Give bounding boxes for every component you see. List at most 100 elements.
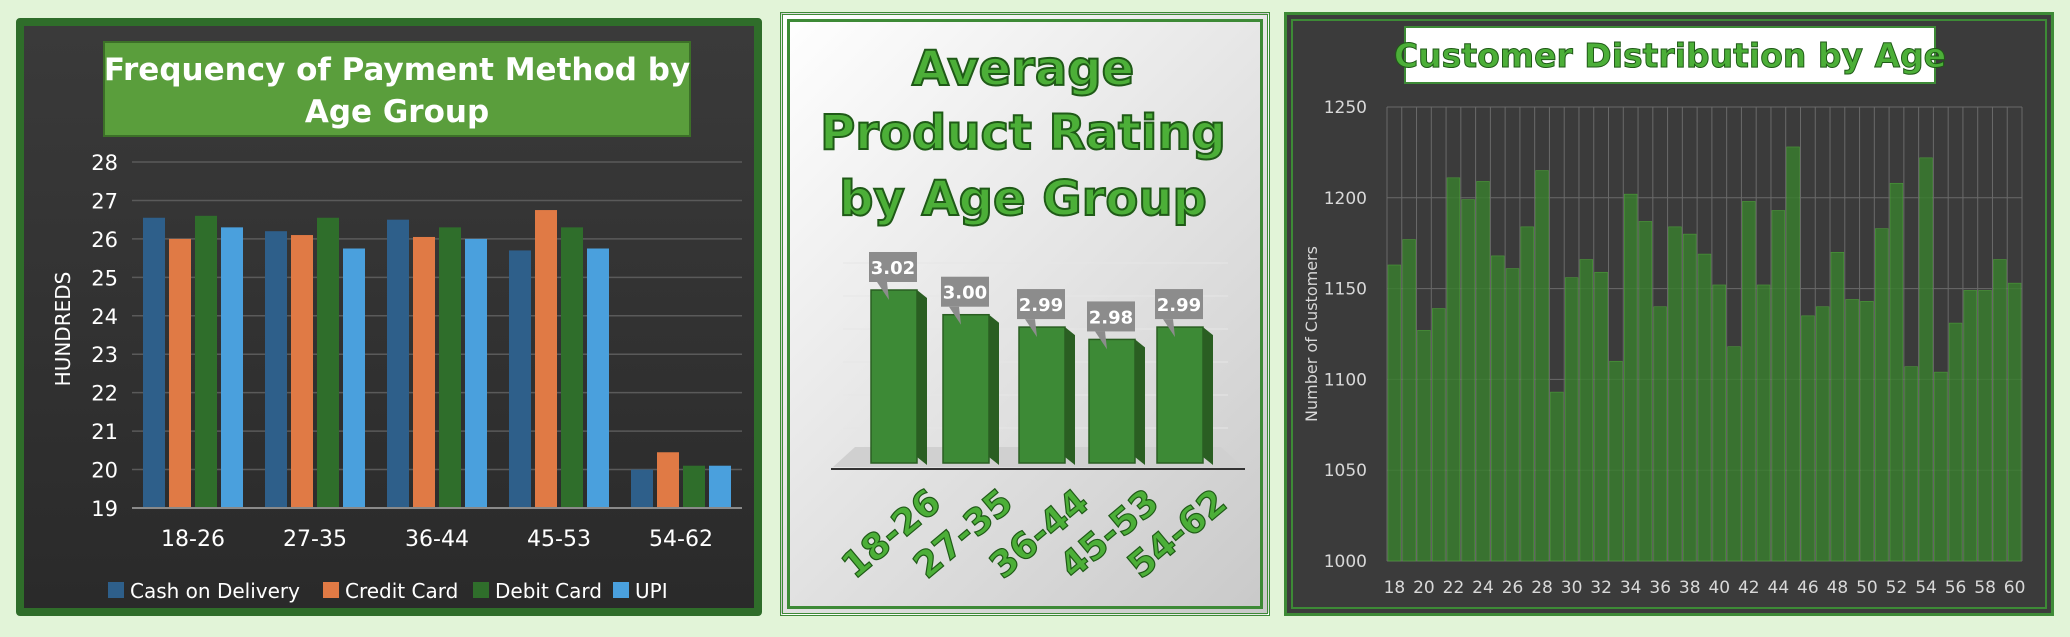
- y-tick-label: 28: [91, 151, 118, 175]
- bar: [683, 465, 705, 508]
- bar: [169, 238, 191, 508]
- legend-swatch: [613, 582, 629, 598]
- y-tick-label: 1000: [1324, 552, 1367, 572]
- bar-side: [1203, 327, 1213, 465]
- data-label: 2.99: [1157, 295, 1201, 316]
- payment-method-chart: Frequency of Payment Method by Age Group 1…: [51, 41, 742, 603]
- bar: [221, 227, 243, 508]
- x-tick-label: 38: [1679, 578, 1701, 598]
- bar: [1742, 201, 1756, 562]
- x-tick-label: 54-62: [649, 527, 713, 552]
- customer-age-chart-panel: Customer Distribution by Age 1000 1050 1100…: [1284, 12, 2054, 616]
- x-tick-label: 30: [1561, 578, 1583, 598]
- bar: [1609, 360, 1623, 562]
- x-tick-label: 18-26: [161, 527, 225, 552]
- bar: [1446, 177, 1461, 562]
- y-tick-label: 23: [91, 343, 118, 367]
- legend-swatch: [108, 582, 124, 598]
- chart-title-box: [1404, 26, 1936, 84]
- bar: [1564, 277, 1579, 562]
- data-label-pointer: [1095, 331, 1107, 350]
- y-tick-label: 1100: [1324, 370, 1367, 390]
- data-label: 2.98: [1089, 307, 1133, 328]
- y-tick-label: 1250: [1324, 98, 1367, 118]
- legend-swatch: [323, 582, 339, 598]
- y-tick-label: 1150: [1324, 280, 1367, 300]
- x-tick-label: 27-35: [283, 527, 347, 552]
- bar: [1476, 181, 1490, 562]
- bar: [1491, 255, 1505, 562]
- bar: [1830, 251, 1845, 562]
- bar: [291, 235, 313, 509]
- data-label-box: [1155, 289, 1203, 320]
- chart-title: Customer Distribution by Age: [1394, 36, 1946, 75]
- x-tick-label: 20: [1413, 578, 1435, 598]
- bar-side: [989, 314, 999, 465]
- bar: [1963, 290, 1977, 562]
- bar: [1993, 259, 2007, 562]
- bar: [709, 465, 731, 508]
- x-tick-label: 54: [1915, 578, 1937, 598]
- data-label-pointer: [1163, 319, 1175, 338]
- x-tick-label: 18: [1384, 578, 1406, 598]
- data-label-box: [941, 276, 989, 307]
- bar: [1594, 271, 1608, 562]
- bar: [1668, 226, 1682, 562]
- legend-label: Debit Card: [495, 579, 602, 603]
- bar: [1845, 299, 1859, 562]
- x-tick-label: 36: [1649, 578, 1671, 598]
- bar: [1461, 199, 1475, 562]
- bar: [1623, 193, 1638, 562]
- bar: [1919, 157, 1933, 562]
- y-tick-label: 24: [91, 305, 118, 329]
- bar: [1801, 315, 1815, 562]
- bar: [1505, 268, 1520, 562]
- y-tick-label: 27: [91, 189, 118, 213]
- bar: [942, 313, 990, 464]
- chart-title: Average: [912, 41, 1134, 97]
- bar-side: [1065, 327, 1075, 465]
- bar: [1727, 346, 1741, 562]
- bar: [465, 238, 487, 508]
- x-tick-label: 56: [1945, 578, 1967, 598]
- y-tick-label: 22: [91, 382, 118, 406]
- payment-method-chart-panel: Frequency of Payment Method by Age Group 1…: [16, 18, 762, 616]
- chart-title-box: [103, 41, 691, 137]
- bar: [317, 217, 339, 508]
- data-label-box: [1017, 289, 1065, 320]
- bar: [1904, 366, 1918, 562]
- bar: [1550, 391, 1564, 562]
- bar: [1948, 322, 1963, 562]
- data-label-pointer: [949, 306, 961, 325]
- bar: [1653, 306, 1667, 562]
- bar: [1978, 290, 1992, 562]
- bar-side: [1135, 339, 1145, 465]
- legend-label: Credit Card: [345, 579, 458, 603]
- bar: [1018, 326, 1066, 464]
- bar: [535, 210, 557, 509]
- bar: [2007, 282, 2022, 562]
- bar: [265, 231, 287, 508]
- chart-title: Age Group: [305, 94, 489, 130]
- bar: [1387, 264, 1402, 562]
- bar: [1535, 170, 1549, 562]
- bar: [143, 217, 165, 508]
- data-label: 3.02: [871, 258, 915, 279]
- bar: [561, 227, 583, 508]
- bar: [1088, 338, 1136, 464]
- bar-side: [917, 290, 927, 465]
- bar: [1417, 330, 1431, 562]
- bar: [1756, 284, 1771, 562]
- x-tick-label: 40: [1708, 578, 1730, 598]
- x-tick-label: 44: [1768, 578, 1790, 598]
- bar: [1579, 259, 1594, 562]
- data-label: 3.00: [943, 283, 987, 304]
- x-tick-label: 58: [1974, 578, 1996, 598]
- x-tick-label: 48: [1827, 578, 1849, 598]
- bar: [1786, 146, 1800, 562]
- bar: [413, 236, 435, 508]
- data-label-box: [869, 252, 917, 282]
- bar: [509, 250, 531, 508]
- y-tick-label: 20: [91, 459, 118, 483]
